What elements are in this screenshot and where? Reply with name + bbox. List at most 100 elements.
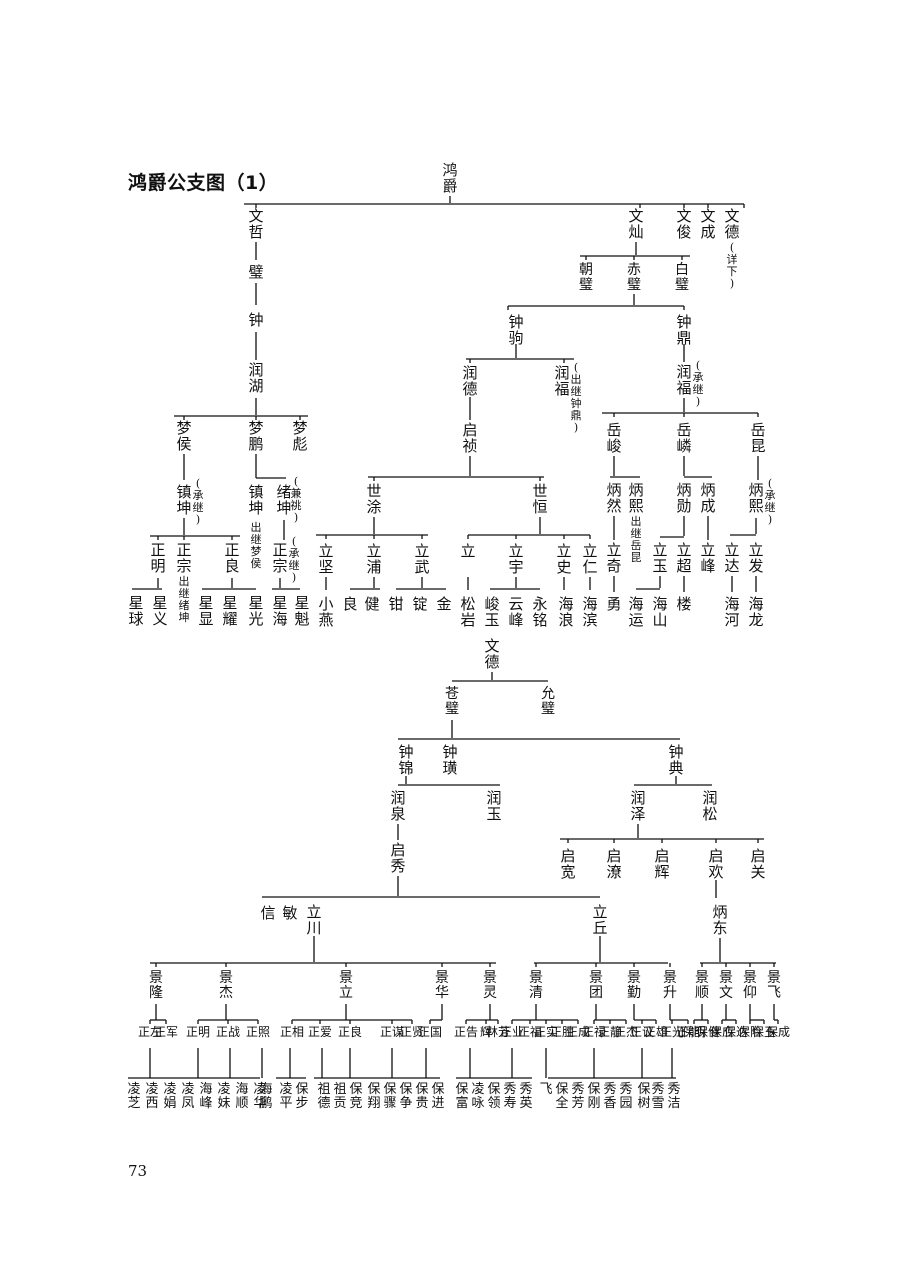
person-name: 启关: [750, 847, 765, 881]
person-name: 保达: [724, 1025, 748, 1039]
person-name: 景隆: [149, 970, 163, 1001]
person-name: 正杰: [614, 1025, 638, 1039]
person-name: 秀香: [603, 1082, 616, 1111]
person-name: 星海: [272, 594, 287, 628]
person-name: 海滨: [582, 595, 597, 629]
person-name: 钟驹: [508, 313, 523, 347]
person-name: 正业: [500, 1025, 524, 1039]
person-name: 正静: [598, 1025, 622, 1039]
person-name: 信: [260, 904, 275, 922]
person-name: 润福: [676, 363, 691, 397]
person-name: 星球: [128, 594, 143, 628]
person-name: 海河: [724, 595, 739, 629]
person-name: 正左: [138, 1024, 162, 1039]
person-name: 正实: [534, 1024, 558, 1039]
person-name: 景立: [339, 970, 353, 1001]
person-name: 炳成: [700, 481, 715, 515]
person-name: 润德: [462, 364, 477, 398]
person-name: 海龙: [748, 595, 763, 629]
person-name: 正议: [630, 1025, 654, 1039]
person-name: 秀园: [619, 1082, 632, 1111]
person-name: 钟锦: [398, 743, 413, 777]
person-name: 永铭: [532, 595, 547, 629]
relationship-note: (出继钟鼎): [571, 361, 582, 434]
person-name: 正良: [338, 1024, 362, 1039]
person-name: 文成: [700, 207, 715, 241]
person-name: 星光: [248, 594, 263, 628]
person-name: 景勤: [627, 970, 641, 1001]
person-name: 璧: [248, 263, 263, 281]
person-name: 锭: [412, 595, 427, 613]
person-name: 景杰: [219, 970, 233, 1001]
person-name: 立: [460, 542, 475, 560]
person-name: 林芳: [486, 1025, 510, 1039]
relationship-note: (承继): [193, 477, 204, 526]
person-name: 星显: [198, 594, 213, 628]
person-name: 岳嶙: [676, 421, 691, 455]
person-name: 保树: [637, 1082, 650, 1111]
person-name: 勇: [606, 595, 621, 613]
person-name: 祖德: [317, 1082, 330, 1111]
person-name: 保进: [431, 1082, 444, 1111]
person-name: 镇坤: [176, 483, 191, 517]
person-name: 钟: [248, 311, 263, 329]
person-name: 立坚: [318, 542, 333, 576]
person-name: 良: [342, 595, 357, 613]
person-name: 凌娟: [163, 1082, 176, 1111]
person-name: 润湖: [248, 361, 263, 395]
person-name: 启秀: [390, 841, 405, 875]
person-name: 保玉: [752, 1025, 776, 1039]
person-name: 正爱: [308, 1025, 332, 1039]
person-name: 海浪: [558, 595, 573, 629]
person-name: 秀洁: [667, 1082, 680, 1111]
person-name: 炳勋: [676, 481, 691, 515]
person-name: 立浦: [366, 542, 381, 576]
tree-name-labels: 鸿爵文哲璧钟润湖梦侯梦鹏梦彪镇坤(承继)正明正宗正良出继绪坤星球星义星显星耀星光…: [127, 161, 790, 1111]
person-name: 立史: [556, 542, 571, 576]
person-name: 星魁: [294, 594, 309, 628]
person-name: 景升: [663, 970, 677, 1001]
person-name: 楼: [676, 595, 691, 613]
person-name: 保骤: [383, 1082, 396, 1111]
person-name: 正禄: [582, 1024, 606, 1039]
person-name: 保贵: [415, 1082, 428, 1111]
person-name: 正成: [566, 1025, 590, 1039]
person-name: 立仁: [582, 542, 597, 576]
person-name: 正贤: [400, 1025, 424, 1039]
person-name: 正光: [660, 1025, 684, 1039]
person-name: 立发: [748, 541, 763, 575]
person-name: 梦彪: [292, 419, 307, 453]
person-name: 润玉: [486, 789, 501, 823]
person-name: 正明: [186, 1025, 210, 1039]
person-name: 启祯: [462, 421, 477, 455]
person-name: 正告: [454, 1025, 478, 1039]
person-name: 润泽: [630, 789, 645, 823]
person-name: 立丘: [592, 903, 607, 937]
person-name: 保富: [455, 1082, 468, 1111]
person-name: 正能: [676, 1025, 700, 1039]
person-name: 保应: [710, 1024, 734, 1039]
person-name: 保竞: [349, 1082, 362, 1111]
person-name: 星耀: [222, 594, 237, 628]
person-name: 凌凤: [181, 1082, 194, 1111]
person-name: 钳: [388, 595, 403, 613]
person-name: 启潦: [606, 847, 621, 881]
person-name: 秀雪: [651, 1082, 664, 1111]
person-name: 立奇: [606, 541, 621, 575]
person-name: 立峰: [700, 541, 715, 575]
person-name: 白璧: [675, 262, 689, 293]
person-name: 正雄: [644, 1024, 668, 1039]
person-name: 保健: [696, 1025, 720, 1039]
person-name: 凌华: [253, 1082, 266, 1111]
person-name: 海鹏: [259, 1082, 272, 1111]
person-name: 景飞: [767, 970, 781, 1001]
person-name: 启宽: [560, 847, 575, 881]
person-name: 正国: [418, 1025, 442, 1039]
relationship-note: 出继绪坤: [179, 574, 190, 624]
person-name: 保险: [738, 1024, 762, 1039]
person-name: 云峰: [508, 595, 523, 629]
person-name: 景灵: [483, 970, 497, 1001]
person-name: 梦鹏: [248, 419, 263, 453]
person-name: 保明: [682, 1025, 706, 1039]
person-name: 飞: [539, 1082, 552, 1097]
